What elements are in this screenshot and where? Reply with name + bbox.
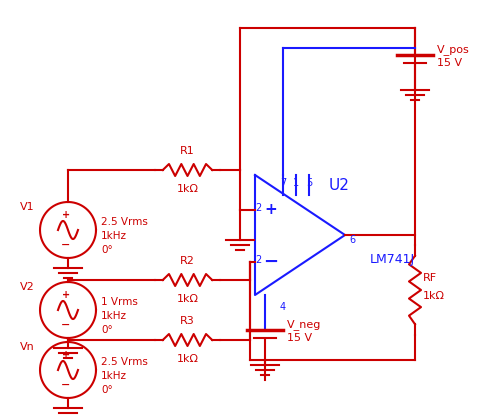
Text: +: + — [62, 210, 70, 220]
Text: 1kΩ: 1kΩ — [177, 294, 198, 304]
Text: 6: 6 — [349, 235, 355, 245]
Text: 0°: 0° — [101, 245, 113, 255]
Text: 4: 4 — [280, 302, 286, 312]
Text: 1kΩ: 1kΩ — [177, 354, 198, 364]
Text: R3: R3 — [180, 316, 195, 326]
Text: −: − — [263, 253, 279, 271]
Text: +: + — [265, 203, 277, 218]
Text: V_neg: V_neg — [287, 319, 321, 330]
Text: 1kΩ: 1kΩ — [177, 184, 198, 194]
Text: 1kHz: 1kHz — [101, 231, 127, 241]
Text: 2.5 Vrms: 2.5 Vrms — [101, 357, 148, 367]
Text: 2.5 Vrms: 2.5 Vrms — [101, 217, 148, 227]
Text: U2: U2 — [329, 178, 350, 193]
Text: 0°: 0° — [101, 325, 113, 335]
Text: V_pos: V_pos — [437, 45, 470, 55]
Text: 15 V: 15 V — [287, 333, 312, 343]
Text: 1 Vrms: 1 Vrms — [101, 297, 138, 307]
Text: 5: 5 — [306, 178, 312, 188]
Text: 7: 7 — [280, 178, 286, 188]
Text: 0°: 0° — [101, 385, 113, 395]
Text: 1: 1 — [293, 178, 299, 188]
Text: 1kHz: 1kHz — [101, 311, 127, 321]
Text: +: + — [62, 290, 70, 300]
Text: R2: R2 — [180, 256, 195, 266]
Text: −: − — [61, 319, 71, 329]
Text: 2: 2 — [255, 255, 261, 265]
Text: RF: RF — [423, 273, 437, 283]
Text: 1kHz: 1kHz — [101, 371, 127, 381]
Text: 15 V: 15 V — [437, 58, 462, 68]
Text: V2: V2 — [20, 282, 35, 292]
Text: −: − — [61, 379, 71, 389]
Text: Vn: Vn — [20, 342, 35, 352]
Text: 1kΩ: 1kΩ — [423, 291, 445, 301]
Text: −: − — [61, 240, 71, 250]
Text: 2: 2 — [255, 203, 261, 213]
Text: R1: R1 — [180, 146, 195, 156]
Text: V1: V1 — [20, 202, 35, 212]
Text: +: + — [62, 350, 70, 360]
Text: LM741J: LM741J — [370, 253, 415, 267]
